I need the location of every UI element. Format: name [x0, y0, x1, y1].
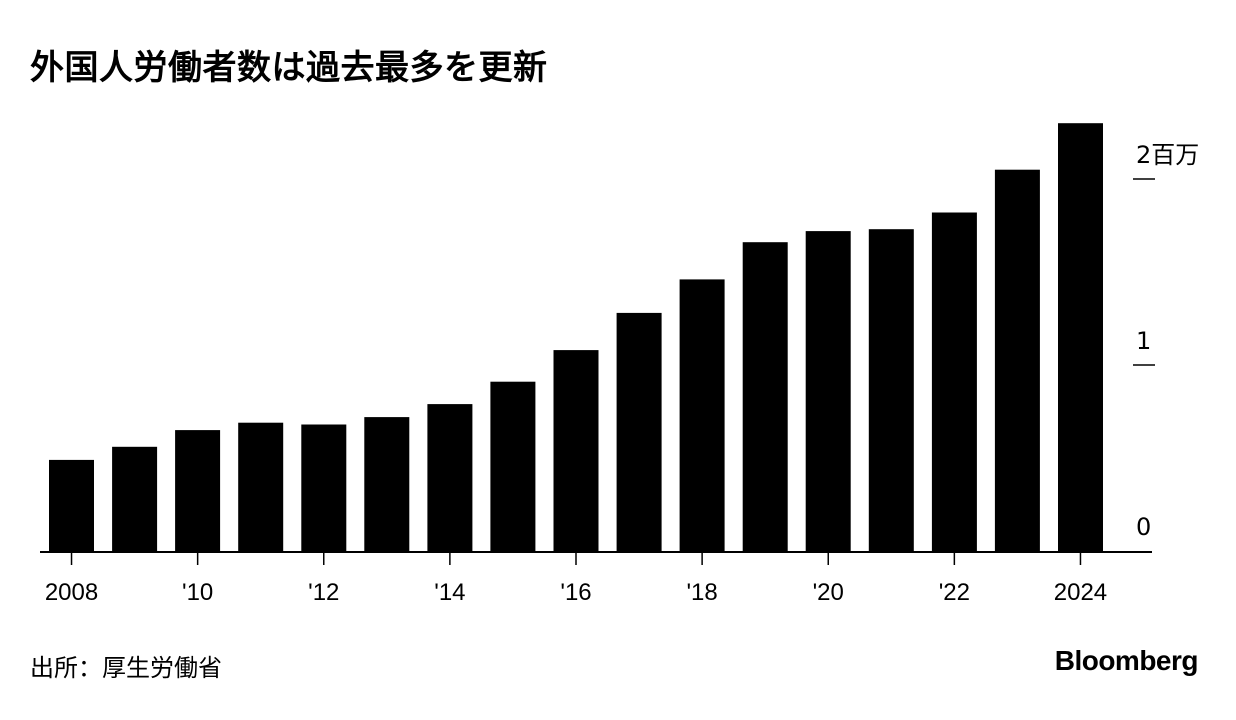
bar-2024 — [1058, 123, 1103, 551]
bar-2023 — [994, 169, 1040, 551]
x-tick-label-2018: '18 — [686, 579, 717, 606]
y-tick-label-0: 0 — [1136, 513, 1151, 541]
bar-2008 — [49, 459, 94, 551]
x-tick-label-2010: '10 — [182, 579, 213, 606]
x-tick-label-2008: 2008 — [45, 579, 98, 606]
source-note: 出所：厚生労働省 — [30, 654, 222, 682]
bar-2010 — [175, 430, 221, 551]
bar-2019 — [742, 242, 788, 551]
bar-2020 — [805, 231, 851, 551]
x-tick-label-2024: 2024 — [1054, 579, 1107, 606]
x-tick-label-2022: '22 — [939, 579, 970, 606]
bar-2022 — [931, 212, 977, 551]
x-tick-label-2014: '14 — [434, 579, 465, 606]
bar-2012 — [301, 424, 347, 551]
brand-logo: Bloomberg — [1054, 645, 1199, 676]
bar-2013 — [364, 417, 410, 551]
y-tick-label-1: 1 — [1136, 327, 1151, 355]
bar-2017 — [616, 312, 662, 551]
y-tick-label-2: 2百万 — [1136, 141, 1199, 169]
bar-2011 — [238, 422, 284, 551]
x-tick-label-2012: '12 — [308, 579, 339, 606]
bar-2016 — [553, 350, 599, 551]
bar-2018 — [679, 279, 725, 551]
chart-title: 外国人労働者数は過去最多を更新 — [30, 48, 548, 88]
bar-2009 — [112, 446, 158, 551]
bar-2014 — [427, 404, 473, 551]
x-tick-label-2020: '20 — [813, 579, 844, 606]
bar-2015 — [490, 381, 536, 551]
bar-2021 — [868, 229, 914, 551]
x-tick-label-2016: '16 — [560, 579, 591, 606]
